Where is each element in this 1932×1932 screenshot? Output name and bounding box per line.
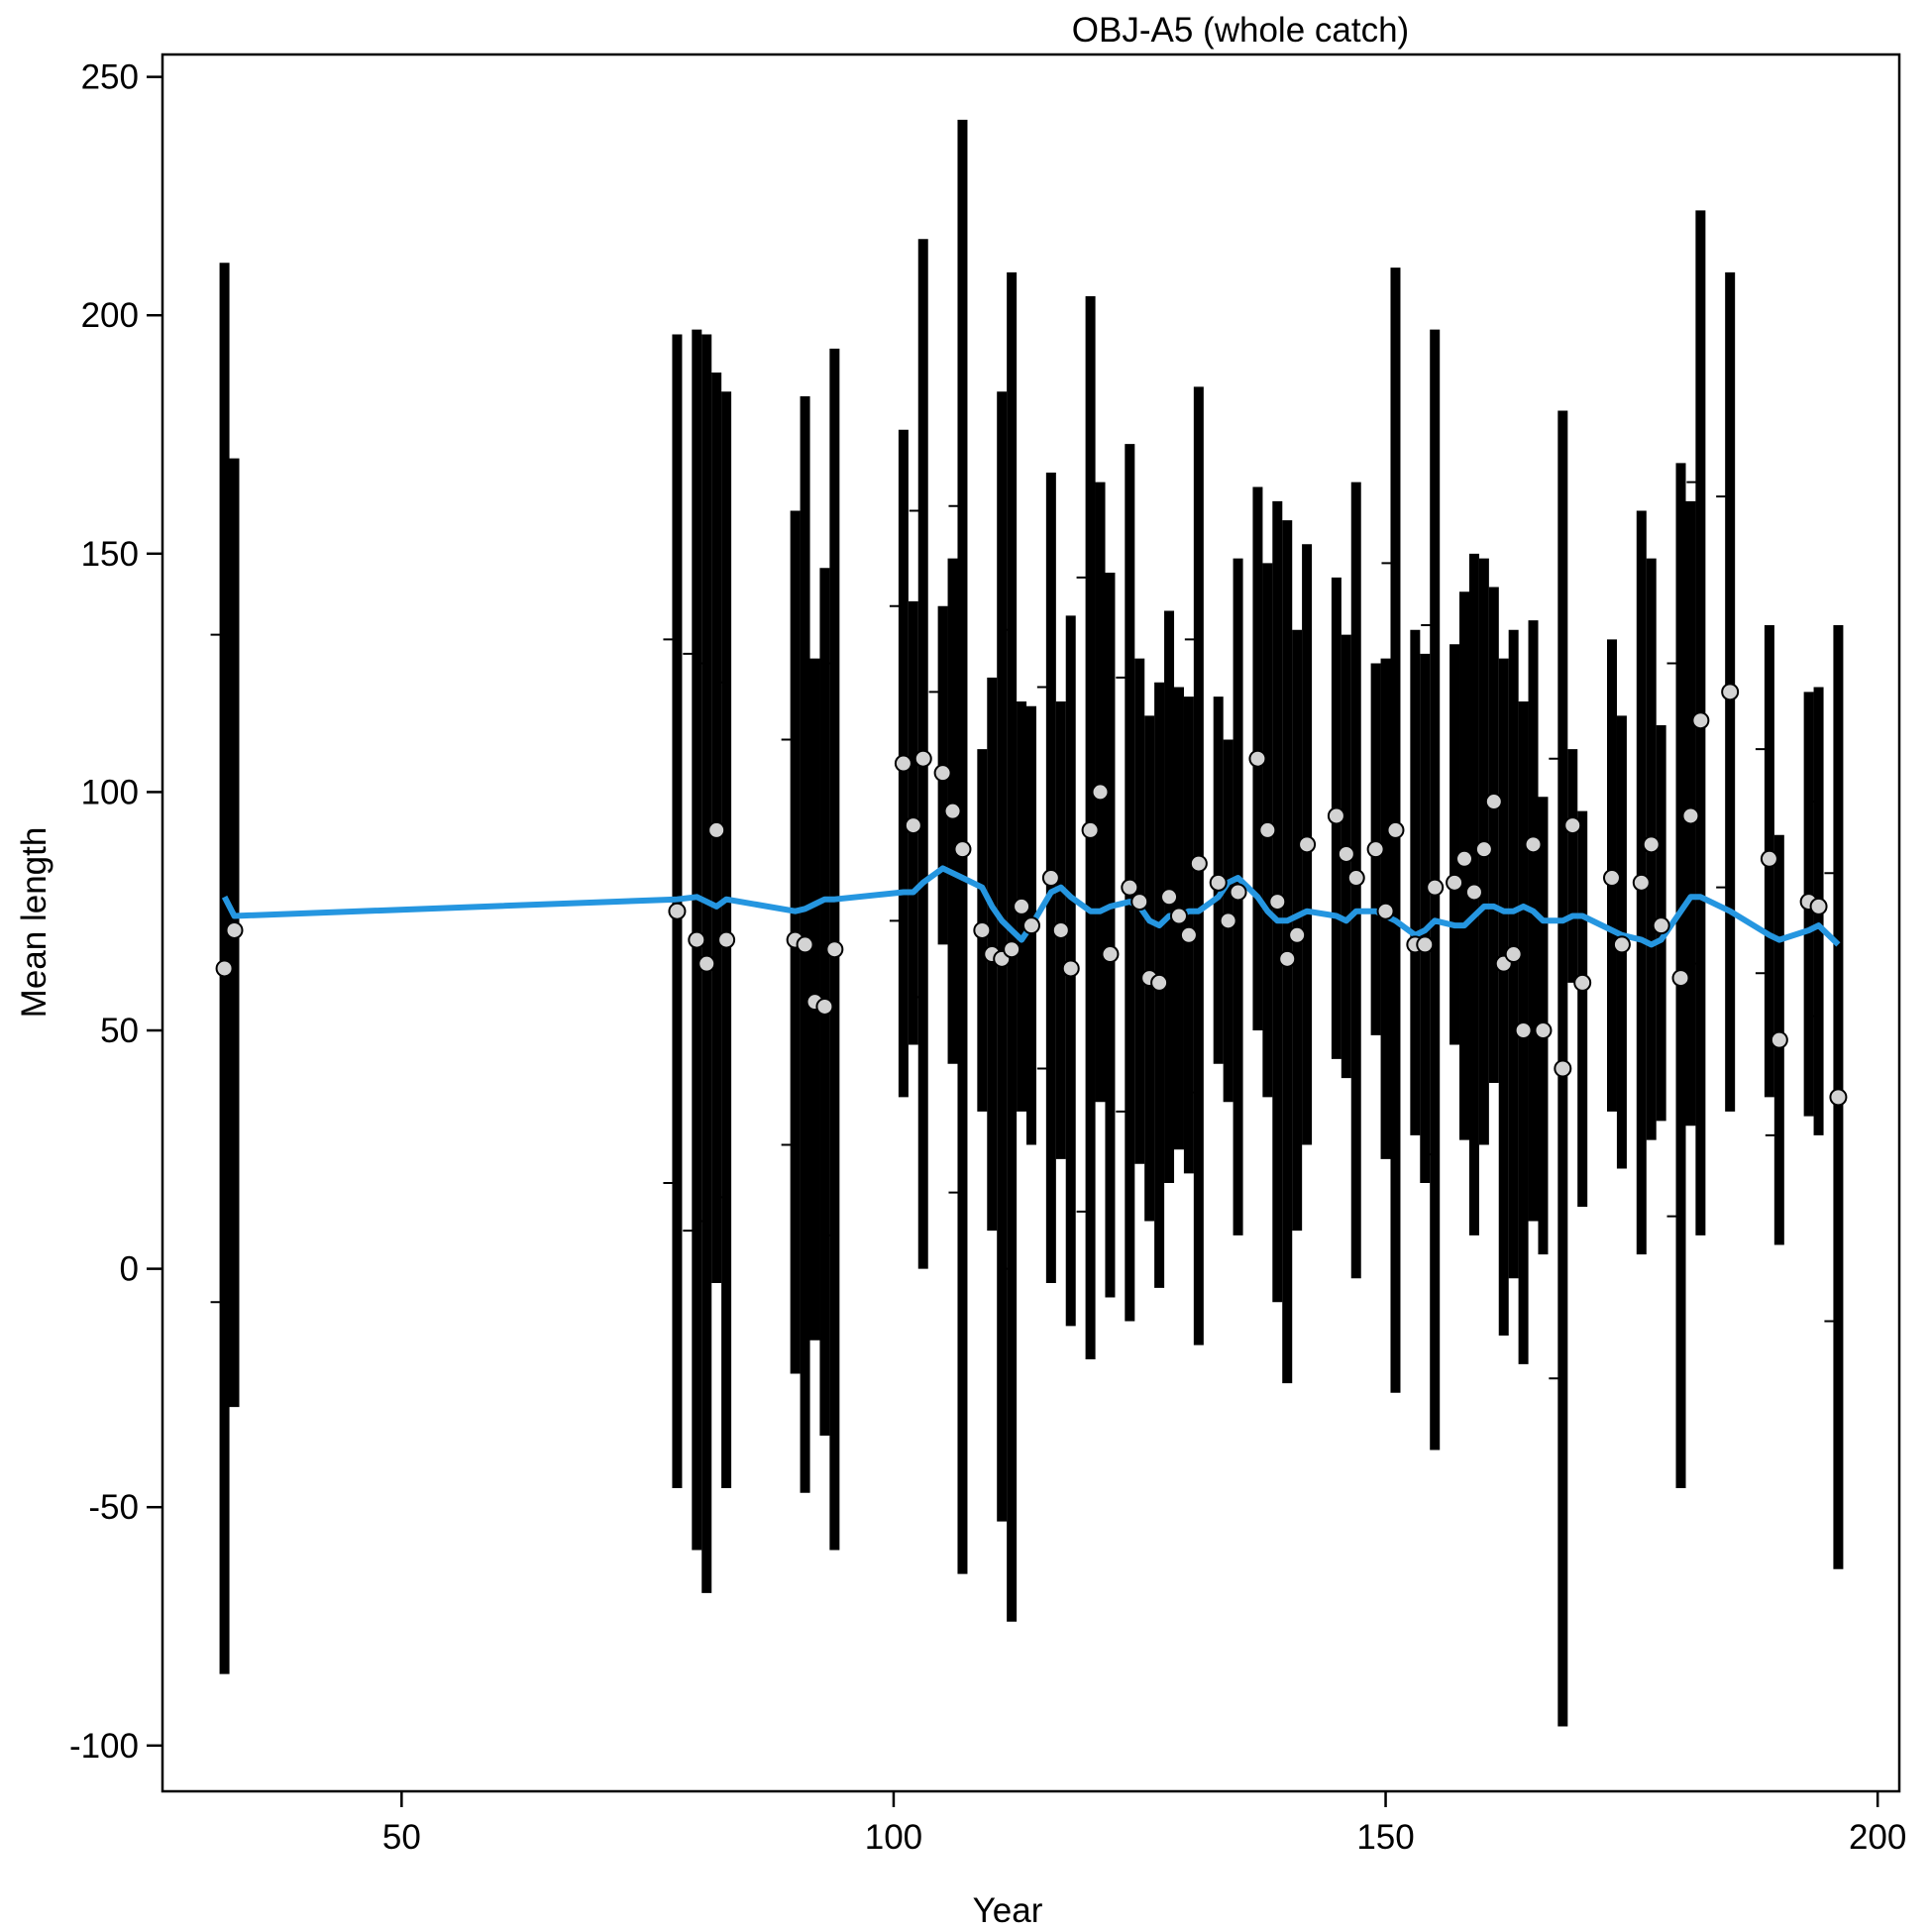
observed-point (688, 930, 706, 949)
observed-point (1632, 873, 1651, 892)
observed-point (1809, 897, 1828, 915)
y-tick-label: -100 (69, 1727, 139, 1766)
observed-point (1671, 969, 1690, 988)
observed-point (1298, 835, 1317, 854)
observed-point (1179, 925, 1198, 944)
observed-point (1081, 820, 1100, 839)
x-tick-label: 150 (1356, 1818, 1414, 1857)
y-axis-label: Mean length (15, 827, 54, 1019)
observed-point (1602, 869, 1621, 888)
observed-point (215, 959, 234, 978)
observed-point (953, 840, 972, 859)
observed-point (1346, 869, 1365, 888)
y-tick-label: 150 (81, 535, 139, 574)
observed-point (1474, 840, 1493, 859)
observed-point (815, 997, 834, 1016)
observed-point (1278, 949, 1297, 968)
observed-point (1258, 820, 1277, 839)
observed-point (1484, 793, 1503, 811)
x-tick-label: 50 (382, 1818, 421, 1857)
observed-point (1041, 869, 1060, 888)
observed-point (1504, 945, 1523, 964)
observed-point (904, 816, 922, 835)
observed-point (1101, 945, 1120, 964)
y-tick-label: 0 (120, 1250, 139, 1289)
observed-point (1554, 1059, 1572, 1078)
observed-point (1642, 835, 1661, 854)
x-tick-label: 200 (1849, 1818, 1906, 1857)
observed-point (913, 749, 932, 768)
observed-point (825, 940, 844, 959)
observed-point (1770, 1030, 1788, 1049)
observed-point (1051, 920, 1070, 939)
observed-point (894, 754, 912, 773)
y-tick-label: 200 (81, 296, 139, 335)
observed-point (1563, 816, 1582, 835)
observed-point (1229, 883, 1247, 902)
observed-point (1691, 711, 1710, 730)
observed-point (1209, 873, 1228, 892)
observed-point (1721, 683, 1740, 701)
observed-point (1091, 783, 1110, 802)
observed-point (973, 920, 992, 939)
observed-point (1455, 849, 1474, 868)
observed-point (1366, 840, 1385, 859)
observed-point (1288, 925, 1307, 944)
observed-point (1121, 878, 1139, 897)
observed-point (1829, 1088, 1848, 1107)
observed-point (1160, 888, 1179, 907)
y-tick-label: 100 (81, 773, 139, 811)
observed-point (1061, 959, 1080, 978)
y-tick-label: 50 (100, 1012, 139, 1050)
observed-point (1003, 940, 1021, 959)
observed-point (1327, 806, 1345, 825)
observed-point (698, 954, 716, 973)
observed-point (943, 802, 962, 820)
observed-point (707, 820, 726, 839)
observed-point (1534, 1021, 1553, 1040)
expected-line (221, 865, 1841, 948)
observed-point (1416, 935, 1435, 954)
observed-point (1219, 912, 1237, 930)
observed-point (933, 764, 952, 783)
observed-point (1021, 916, 1040, 935)
observed-point (1376, 902, 1395, 920)
observed-point (1013, 897, 1031, 915)
observed-point (1612, 935, 1631, 954)
observed-point (1150, 973, 1169, 992)
observed-point (1248, 749, 1267, 768)
observed-point (225, 920, 244, 939)
observed-point (1386, 820, 1405, 839)
chart-title: OBJ-A5 (whole catch) (1072, 11, 1409, 50)
observed-point (796, 935, 814, 954)
x-tick-label: 100 (865, 1818, 922, 1857)
observed-point (1760, 849, 1778, 868)
observed-point (1268, 893, 1287, 912)
observed-point (668, 902, 687, 920)
observed-point (1169, 907, 1188, 925)
observed-point (1573, 973, 1592, 992)
plot-frame (161, 53, 1901, 1793)
observed-point (1446, 873, 1464, 892)
y-tick-label: -50 (88, 1488, 139, 1527)
observed-point (1189, 854, 1208, 873)
observed-point (1337, 844, 1355, 863)
observed-point (717, 930, 736, 949)
observed-point (1514, 1021, 1533, 1040)
observed-point (1681, 806, 1700, 825)
observed-point (1524, 835, 1543, 854)
x-axis-label: Year (973, 1891, 1043, 1930)
observed-point (1130, 893, 1149, 912)
observed-point (1652, 916, 1670, 935)
observed-point (1464, 883, 1483, 902)
y-tick-label: 250 (81, 58, 139, 97)
observed-point (1426, 878, 1445, 897)
